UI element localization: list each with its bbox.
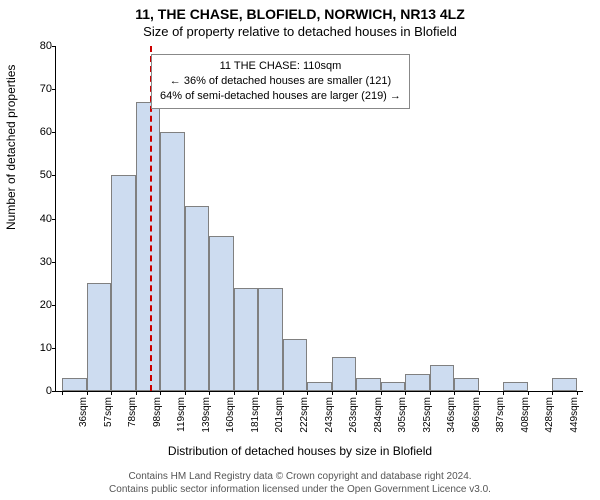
annotation-line-1: 11 THE CHASE: 110sqm bbox=[160, 59, 401, 74]
y-tick-mark bbox=[52, 219, 56, 220]
plot-area: 0102030405060708036sqm57sqm78sqm98sqm119… bbox=[55, 46, 583, 392]
x-tick-mark bbox=[356, 391, 357, 395]
x-tick-label: 139sqm bbox=[201, 397, 212, 439]
histogram-bar bbox=[111, 175, 136, 391]
histogram-bar bbox=[307, 382, 332, 391]
x-tick-mark bbox=[454, 391, 455, 395]
x-tick-label: 263sqm bbox=[348, 397, 359, 439]
histogram-bar bbox=[332, 357, 357, 392]
y-tick-mark bbox=[52, 89, 56, 90]
x-tick-mark bbox=[136, 391, 137, 395]
x-tick-mark bbox=[111, 391, 112, 395]
y-tick-mark bbox=[52, 46, 56, 47]
y-tick-label: 40 bbox=[26, 213, 52, 225]
x-tick-mark bbox=[528, 391, 529, 395]
x-tick-mark bbox=[234, 391, 235, 395]
x-tick-mark bbox=[185, 391, 186, 395]
x-tick-mark bbox=[209, 391, 210, 395]
x-tick-mark bbox=[430, 391, 431, 395]
y-tick-label: 10 bbox=[26, 342, 52, 354]
x-tick-mark bbox=[479, 391, 480, 395]
title-main: 11, THE CHASE, BLOFIELD, NORWICH, NR13 4… bbox=[0, 6, 600, 22]
y-tick-label: 50 bbox=[26, 169, 52, 181]
histogram-bar bbox=[258, 288, 283, 392]
x-tick-label: 428sqm bbox=[544, 397, 555, 439]
footer-line-1: Contains HM Land Registry data © Crown c… bbox=[8, 470, 592, 483]
x-tick-mark bbox=[503, 391, 504, 395]
x-tick-label: 36sqm bbox=[78, 397, 89, 439]
x-tick-label: 284sqm bbox=[373, 397, 384, 439]
footer-line-2: Contains public sector information licen… bbox=[8, 483, 592, 496]
x-tick-mark bbox=[160, 391, 161, 395]
histogram-bar bbox=[405, 374, 430, 391]
x-tick-mark bbox=[258, 391, 259, 395]
footer-attribution: Contains HM Land Registry data © Crown c… bbox=[8, 470, 592, 496]
x-tick-label: 78sqm bbox=[127, 397, 138, 439]
histogram-bar bbox=[185, 206, 210, 391]
x-axis-label: Distribution of detached houses by size … bbox=[0, 444, 600, 458]
histogram-bar bbox=[503, 382, 528, 391]
x-tick-mark bbox=[307, 391, 308, 395]
y-tick-label: 80 bbox=[26, 40, 52, 52]
x-tick-label: 387sqm bbox=[495, 397, 506, 439]
y-tick-mark bbox=[52, 175, 56, 176]
x-tick-mark bbox=[552, 391, 553, 395]
y-axis-label: Number of detached properties bbox=[4, 65, 18, 230]
histogram-bar bbox=[136, 102, 161, 391]
y-tick-mark bbox=[52, 262, 56, 263]
histogram-bar bbox=[283, 339, 308, 391]
histogram-bar bbox=[160, 132, 185, 391]
x-tick-mark bbox=[332, 391, 333, 395]
x-tick-label: 243sqm bbox=[324, 397, 335, 439]
x-tick-label: 346sqm bbox=[446, 397, 457, 439]
histogram-bar bbox=[381, 382, 406, 391]
title-sub: Size of property relative to detached ho… bbox=[0, 24, 600, 39]
histogram-bar bbox=[430, 365, 455, 391]
x-tick-mark bbox=[87, 391, 88, 395]
y-tick-label: 70 bbox=[26, 83, 52, 95]
x-tick-mark bbox=[577, 391, 578, 395]
histogram-bar bbox=[209, 236, 234, 391]
y-tick-mark bbox=[52, 348, 56, 349]
histogram-bar bbox=[552, 378, 577, 391]
x-tick-label: 305sqm bbox=[397, 397, 408, 439]
y-tick-label: 30 bbox=[26, 256, 52, 268]
x-tick-label: 201sqm bbox=[274, 397, 285, 439]
y-tick-mark bbox=[52, 305, 56, 306]
histogram-bar bbox=[62, 378, 87, 391]
y-tick-mark bbox=[52, 391, 56, 392]
x-tick-mark bbox=[381, 391, 382, 395]
y-tick-label: 20 bbox=[26, 299, 52, 311]
x-tick-mark bbox=[405, 391, 406, 395]
x-tick-label: 408sqm bbox=[520, 397, 531, 439]
x-tick-label: 366sqm bbox=[471, 397, 482, 439]
x-tick-label: 119sqm bbox=[176, 397, 187, 439]
histogram-bar bbox=[356, 378, 381, 391]
y-tick-label: 60 bbox=[26, 126, 52, 138]
x-tick-mark bbox=[62, 391, 63, 395]
annotation-line-2: ← 36% of detached houses are smaller (12… bbox=[160, 74, 401, 89]
histogram-bar bbox=[87, 283, 112, 391]
histogram-bar bbox=[234, 288, 259, 392]
x-tick-label: 160sqm bbox=[225, 397, 236, 439]
x-tick-label: 181sqm bbox=[250, 397, 261, 439]
histogram-bar bbox=[454, 378, 479, 391]
y-tick-mark bbox=[52, 132, 56, 133]
x-tick-label: 57sqm bbox=[103, 397, 114, 439]
x-tick-label: 98sqm bbox=[152, 397, 163, 439]
x-tick-label: 222sqm bbox=[299, 397, 310, 439]
x-tick-mark bbox=[283, 391, 284, 395]
x-tick-label: 325sqm bbox=[422, 397, 433, 439]
x-tick-label: 449sqm bbox=[569, 397, 580, 439]
annotation-box: 11 THE CHASE: 110sqm← 36% of detached ho… bbox=[151, 54, 410, 109]
y-tick-label: 0 bbox=[26, 385, 52, 397]
annotation-line-3: 64% of semi-detached houses are larger (… bbox=[160, 89, 401, 104]
